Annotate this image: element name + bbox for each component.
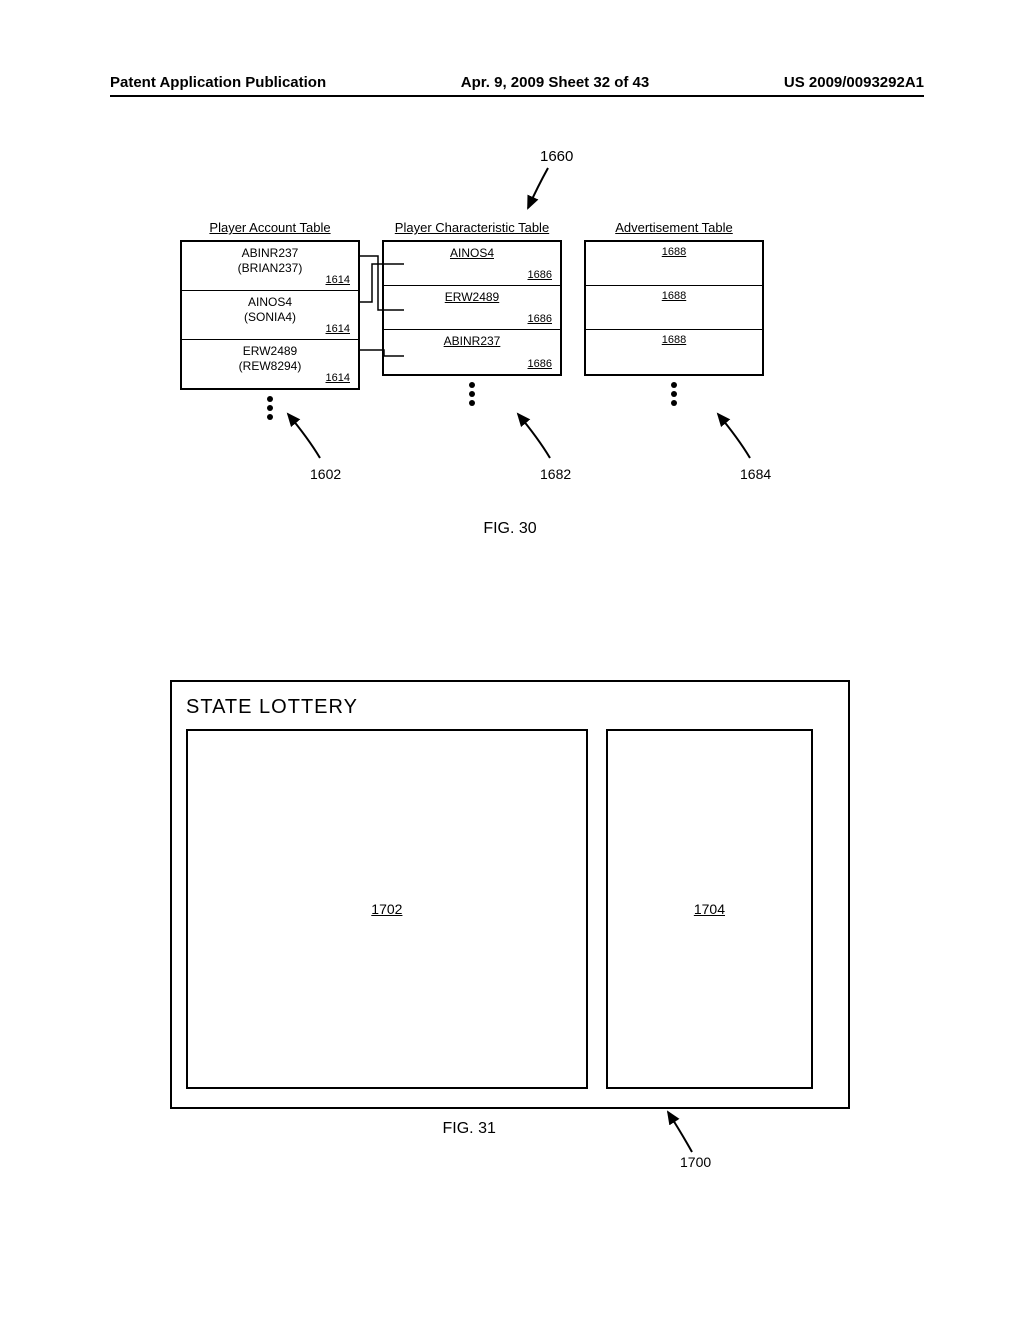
arrow-1700-icon — [660, 1108, 710, 1158]
account-row-ref: 1614 — [326, 372, 350, 386]
char-row-ref: 1686 — [528, 269, 552, 283]
header-right: US 2009/0093292A1 — [784, 74, 924, 91]
char-row-ref: 1686 — [528, 358, 552, 372]
lottery-pane-1: 1702 — [186, 729, 588, 1089]
lottery-panes: 1702 1704 — [186, 729, 834, 1089]
fig30-top-ref: 1660 — [540, 148, 573, 165]
table-row: ABINR237 1686 — [384, 330, 560, 374]
char-row-ref: 1686 — [528, 313, 552, 327]
table-row: 1688 — [586, 242, 762, 286]
connector-lines-icon — [358, 240, 408, 400]
continuation-dots-icon — [267, 396, 273, 420]
fig31-caption: FIG. 31 — [443, 1120, 496, 1138]
arrow-1602-icon — [280, 408, 330, 468]
lottery-title: STATE LOTTERY — [186, 696, 834, 719]
account-table-body: ABINR237 (BRIAN237) 1614 AINOS4 (SONIA4)… — [180, 240, 360, 390]
pane1-ref: 1702 — [371, 901, 402, 917]
advertisement-table-header: Advertisement Table — [615, 220, 733, 236]
account-table-header: Player Account Table — [209, 220, 330, 236]
fig30-ref-1684: 1684 — [740, 466, 771, 482]
account-row-ref: 1614 — [326, 274, 350, 288]
ad-row-ref: 1688 — [592, 334, 756, 348]
ad-row-ref: 1688 — [592, 290, 756, 304]
fig30-tables-row: Player Account Table ABINR237 (BRIAN237)… — [180, 220, 870, 420]
table-row: 1688 — [586, 330, 762, 374]
char-row-main: ABINR237 — [390, 334, 554, 349]
lottery-frame: STATE LOTTERY 1702 1704 — [170, 680, 850, 1109]
arrow-1682-icon — [510, 408, 560, 468]
table-row: ABINR237 (BRIAN237) 1614 — [182, 242, 358, 291]
page-header: Patent Application Publication Apr. 9, 2… — [110, 74, 924, 97]
player-characteristic-table: Player Characteristic Table AINOS4 1686 … — [382, 220, 562, 420]
table-row: 1688 — [586, 286, 762, 330]
char-row-main: ERW2489 — [390, 290, 554, 305]
arrow-1684-icon — [710, 408, 760, 468]
char-row-main: AINOS4 — [390, 246, 554, 261]
header-left: Patent Application Publication — [110, 74, 326, 91]
advertisement-table-body: 1688 1688 1688 — [584, 240, 764, 376]
figure-31: STATE LOTTERY 1702 1704 FIG. 31 1700 — [170, 680, 850, 1109]
characteristic-table-body: AINOS4 1686 ERW2489 1686 ABINR237 1686 — [382, 240, 562, 376]
table-row: ERW2489 (REW8294) 1614 — [182, 340, 358, 388]
continuation-dots-icon — [469, 382, 475, 406]
advertisement-table: Advertisement Table 1688 1688 1688 — [584, 220, 764, 420]
pane2-ref: 1704 — [694, 901, 725, 917]
account-row-main: AINOS4 — [188, 295, 352, 310]
fig30-caption: FIG. 30 — [483, 520, 536, 538]
table-row: AINOS4 (SONIA4) 1614 — [182, 291, 358, 340]
account-row-main: ERW2489 — [188, 344, 352, 359]
fig30-ref-1682: 1682 — [540, 466, 571, 482]
figure-30: 1660 Player Account Table ABINR237 (BRIA… — [110, 140, 910, 560]
characteristic-table-header: Player Characteristic Table — [395, 220, 549, 236]
fig31-ref-1700: 1700 — [680, 1154, 711, 1170]
account-row-ref: 1614 — [326, 323, 350, 337]
arrow-1660-icon — [520, 166, 560, 216]
account-row-main: ABINR237 — [188, 246, 352, 261]
lottery-pane-2: 1704 — [606, 729, 813, 1089]
ad-row-ref: 1688 — [592, 246, 756, 260]
continuation-dots-icon — [671, 382, 677, 406]
table-row: AINOS4 1686 — [384, 242, 560, 286]
header-center: Apr. 9, 2009 Sheet 32 of 43 — [461, 74, 649, 91]
table-row: ERW2489 1686 — [384, 286, 560, 330]
player-account-table: Player Account Table ABINR237 (BRIAN237)… — [180, 220, 360, 420]
fig30-ref-1602: 1602 — [310, 466, 341, 482]
